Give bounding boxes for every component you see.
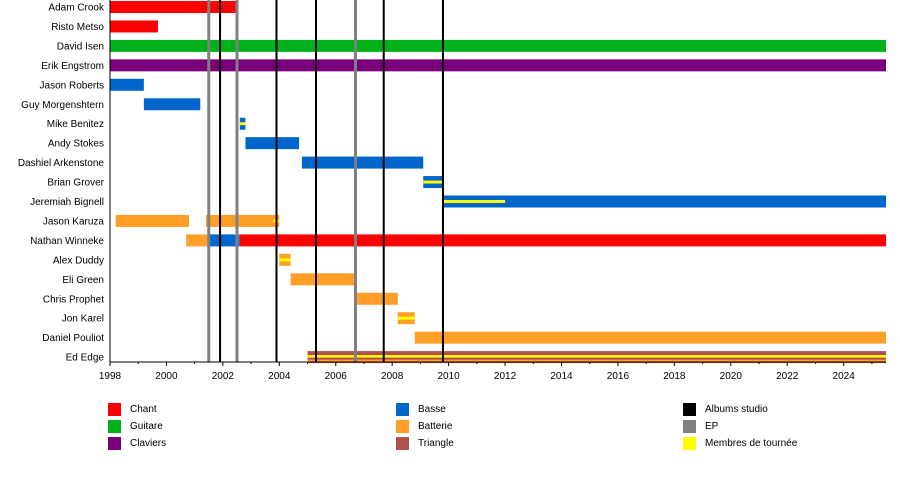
bar-basse	[245, 137, 300, 150]
bar-basse	[110, 78, 144, 91]
member-label: Andy Stokes	[48, 139, 104, 150]
member-label: Daniel Pouliot	[42, 333, 104, 344]
touring-stripe	[307, 355, 886, 358]
member-label: David Isen	[57, 41, 104, 52]
bar-chant	[110, 20, 158, 33]
x-tick-label: 2006	[325, 371, 348, 382]
x-tick-label: 2010	[437, 371, 460, 382]
x-tick-label: 2012	[494, 371, 517, 382]
bar-basse	[442, 195, 886, 208]
bar-batterie	[414, 331, 886, 344]
member-label: Alex Duddy	[53, 255, 104, 266]
touring-stripe	[279, 258, 291, 262]
x-tick-label: 2016	[607, 371, 630, 382]
member-label: Nathan Winneke	[30, 236, 104, 247]
member-label: Chris Prophet	[43, 294, 104, 305]
x-tick-label: 2014	[550, 371, 573, 382]
member-label: Risto Metso	[51, 22, 104, 33]
bar-batterie	[115, 214, 190, 227]
member-label: Eli Green	[62, 275, 104, 286]
drum-stripe	[307, 359, 886, 363]
member-label: Jeremiah Bignell	[30, 197, 104, 208]
x-tick-label: 2008	[381, 371, 404, 382]
touring-stripe	[239, 122, 246, 126]
member-label: Ed Edge	[66, 353, 105, 364]
bar-batterie	[355, 292, 398, 305]
x-tick-label: 2022	[776, 371, 799, 382]
bar-batterie	[186, 234, 209, 247]
member-label: Brian Grover	[47, 178, 104, 189]
member-label: Jon Karel	[62, 314, 104, 325]
x-tick-label: 2024	[833, 371, 856, 382]
bar-basse	[143, 98, 201, 111]
member-label: Dashiel Arkenstone	[18, 158, 105, 169]
member-label: Guy Morgenshtern	[21, 100, 104, 111]
x-tick-label: 2020	[720, 371, 743, 382]
x-tick-label: 1998	[99, 371, 122, 382]
bar-claviers	[110, 59, 886, 72]
x-tick-label: 2018	[663, 371, 686, 382]
touring-stripe	[397, 316, 415, 320]
member-label: Jason Karuza	[43, 216, 105, 227]
member-label: Adam Crook	[48, 3, 105, 14]
member-label: Erik Engstrom	[41, 61, 104, 72]
member-label: Mike Benitez	[47, 119, 104, 130]
member-label: Jason Roberts	[40, 80, 104, 91]
bar-guitare	[110, 39, 886, 52]
touring-stripe	[423, 180, 443, 184]
bar-chant	[110, 1, 237, 13]
bar-batterie	[205, 214, 280, 227]
touring-stripe	[442, 200, 506, 203]
bar-basse	[301, 156, 424, 169]
x-tick-label: 2002	[212, 371, 235, 382]
x-tick-label: 2000	[155, 371, 178, 382]
bar-batterie	[290, 273, 356, 286]
bar-chant	[239, 234, 886, 247]
x-tick-label: 2004	[268, 371, 291, 382]
bar-basse	[208, 234, 240, 247]
